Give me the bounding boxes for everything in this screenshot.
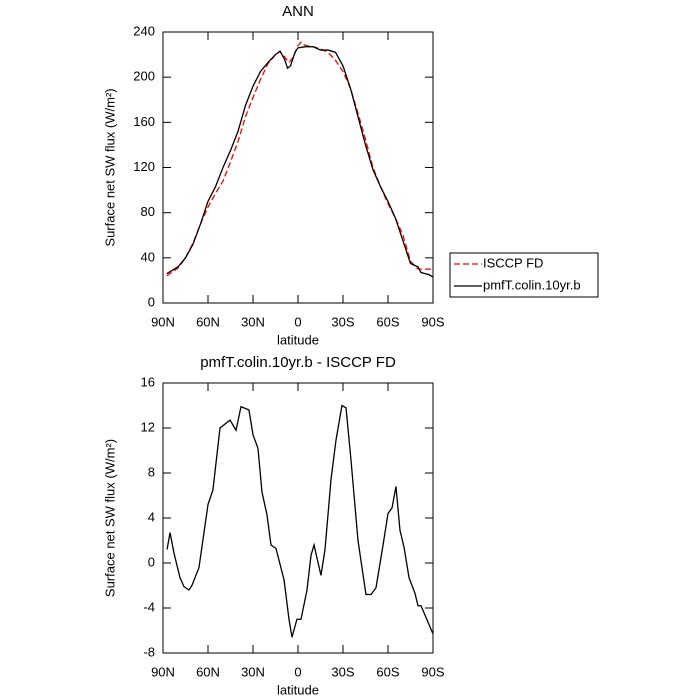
legend-label: ISCCP FD xyxy=(483,255,543,270)
x-tick-label: 60N xyxy=(196,664,220,679)
x-tick-label: 30N xyxy=(241,664,265,679)
series-line xyxy=(166,41,433,277)
x-tick-label: 90S xyxy=(421,314,444,329)
chart-title: ANN xyxy=(282,3,314,20)
x-tick-label: 0 xyxy=(294,664,301,679)
y-tick-label: 4 xyxy=(148,509,155,524)
x-tick-label: 60N xyxy=(196,314,220,329)
x-tick-label: 0 xyxy=(294,314,301,329)
x-tick-label: 90N xyxy=(151,664,175,679)
y-axis-label: Surface net SW flux (W/m²) xyxy=(102,88,117,246)
chart-title: pmfT.colin.10yr.b - ISCCP FD xyxy=(200,354,396,371)
y-tick-label: 8 xyxy=(148,464,155,479)
y-tick-label: 160 xyxy=(133,114,155,129)
y-tick-label: -8 xyxy=(143,644,155,659)
x-tick-label: 60S xyxy=(376,314,399,329)
plot-frame xyxy=(162,31,434,304)
series-line xyxy=(166,46,434,278)
series-line xyxy=(166,404,434,638)
y-tick-label: 12 xyxy=(141,419,155,434)
legend-box xyxy=(449,252,599,298)
y-tick-label: 240 xyxy=(133,23,155,38)
legend-label: pmfT.colin.10yr.b xyxy=(483,277,581,292)
x-axis-label: latitude xyxy=(277,332,319,347)
y-tick-label: -4 xyxy=(143,599,155,614)
y-tick-label: 120 xyxy=(133,159,155,174)
x-axis-label: latitude xyxy=(277,682,319,697)
y-tick-label: 80 xyxy=(141,204,155,219)
y-tick-label: 40 xyxy=(141,249,155,264)
y-tick-label: 200 xyxy=(133,69,155,84)
y-tick-label: 0 xyxy=(148,554,155,569)
x-tick-label: 90S xyxy=(421,664,444,679)
x-tick-label: 30S xyxy=(331,314,354,329)
y-tick-label: 16 xyxy=(141,374,155,389)
plot-frame xyxy=(162,382,434,654)
x-tick-label: 30N xyxy=(241,314,265,329)
y-tick-label: 0 xyxy=(148,294,155,309)
x-tick-label: 90N xyxy=(151,314,175,329)
y-axis-label: Surface net SW flux (W/m²) xyxy=(102,439,117,597)
x-tick-label: 30S xyxy=(331,664,354,679)
x-tick-label: 60S xyxy=(376,664,399,679)
